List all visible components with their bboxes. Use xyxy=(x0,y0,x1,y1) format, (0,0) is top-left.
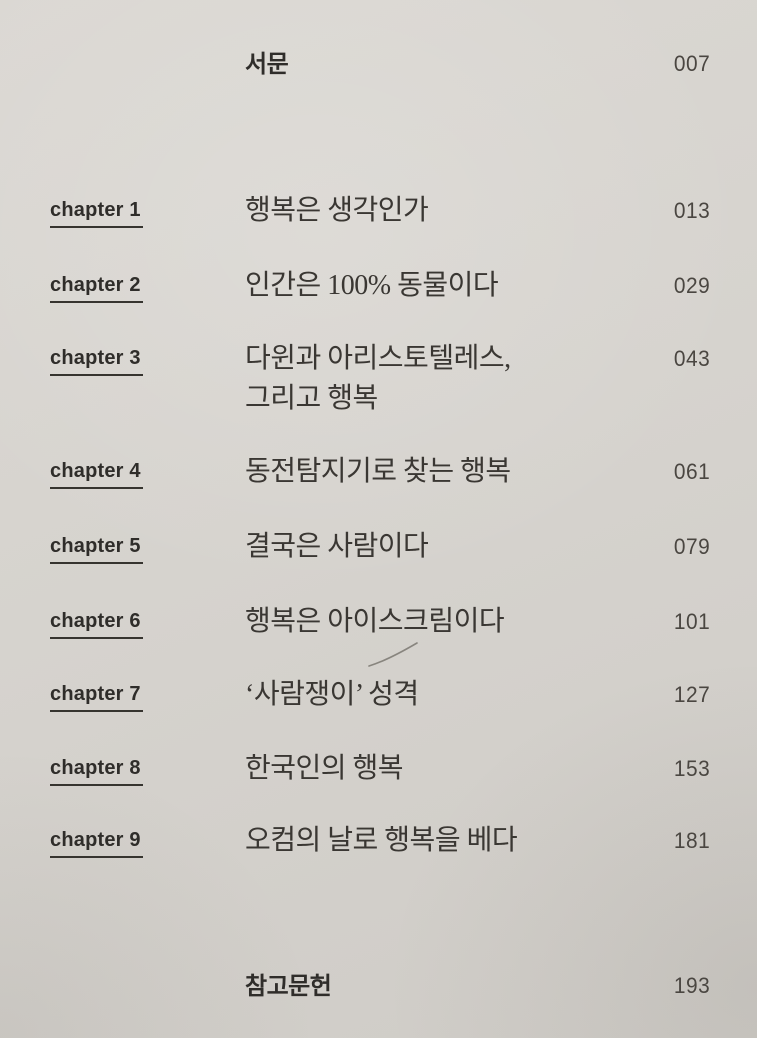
chapter-label: chapter 5 xyxy=(50,535,143,564)
chapter-label: chapter 2 xyxy=(50,274,143,303)
toc-row-chapter-9: chapter 9 오컴의 날로 행복을 베다 181 xyxy=(50,825,710,861)
chapter-title: ‘사람쟁이’ 성격 xyxy=(245,679,419,710)
chapter-title: 동전탐지기로 찾는 행복 xyxy=(245,456,511,487)
chapter-title-line2: 그리고 행복 xyxy=(245,383,378,414)
chapter-page-number: 181 xyxy=(673,828,710,853)
chapter-title-line1: 다윈과 아리스토텔레스, xyxy=(245,343,511,374)
toc-row-chapter-1: chapter 1 행복은 생각인가 013 xyxy=(50,195,710,231)
chapter-page-number: 127 xyxy=(673,682,710,707)
chapter-label: chapter 7 xyxy=(50,683,143,712)
chapter-title: 행복은 아이스크림이다 xyxy=(245,606,505,637)
toc-row-chapter-6: chapter 6 행복은 아이스크림이다 101 xyxy=(50,606,710,642)
preface-heading: 서문 xyxy=(245,52,289,78)
toc-row-preface: 서문 007 xyxy=(50,50,710,84)
chapter-page-number: 079 xyxy=(673,534,710,559)
chapter-title: 오컴의 날로 행복을 베다 xyxy=(245,825,518,856)
chapter-title: 인간은 100% 동물이다 xyxy=(245,270,499,301)
preface-page-number: 007 xyxy=(673,51,710,76)
toc-row-chapter-5: chapter 5 결국은 사람이다 079 xyxy=(50,531,710,567)
toc-row-references: 참고문헌 193 xyxy=(50,972,710,1006)
chapter-page-number: 101 xyxy=(673,609,710,634)
toc-row-chapter-4: chapter 4 동전탐지기로 찾는 행복 061 xyxy=(50,456,710,492)
chapter-title: 결국은 사람이다 xyxy=(245,531,429,562)
chapter-title: 다윈과 아리스토텔레스, 그리고 행복 xyxy=(245,339,672,419)
toc-row-chapter-2: chapter 2 인간은 100% 동물이다 029 xyxy=(50,270,710,306)
toc-row-chapter-3: chapter 3 다윈과 아리스토텔레스, 그리고 행복 043 xyxy=(50,343,710,419)
chapter-label: chapter 3 xyxy=(50,347,143,376)
chapter-label: chapter 8 xyxy=(50,757,143,786)
chapter-page-number: 061 xyxy=(673,459,710,484)
chapter-title: 한국인의 행복 xyxy=(245,753,404,784)
chapter-label: chapter 6 xyxy=(50,610,143,639)
references-page-number: 193 xyxy=(673,973,710,998)
stray-pencil-mark-decoration xyxy=(368,642,418,667)
chapter-label: chapter 9 xyxy=(50,829,143,858)
chapter-page-number: 013 xyxy=(673,198,710,223)
toc-row-chapter-7: chapter 7 ‘사람쟁이’ 성격 127 xyxy=(50,679,710,715)
chapter-page-number: 043 xyxy=(673,346,710,371)
toc-row-chapter-8: chapter 8 한국인의 행복 153 xyxy=(50,753,710,789)
chapter-title: 행복은 생각인가 xyxy=(245,195,429,226)
references-heading: 참고문헌 xyxy=(245,974,332,1000)
chapter-page-number: 029 xyxy=(673,273,710,298)
chapter-label: chapter 1 xyxy=(50,199,143,228)
chapter-page-number: 153 xyxy=(673,756,710,781)
chapter-label: chapter 4 xyxy=(50,460,143,489)
